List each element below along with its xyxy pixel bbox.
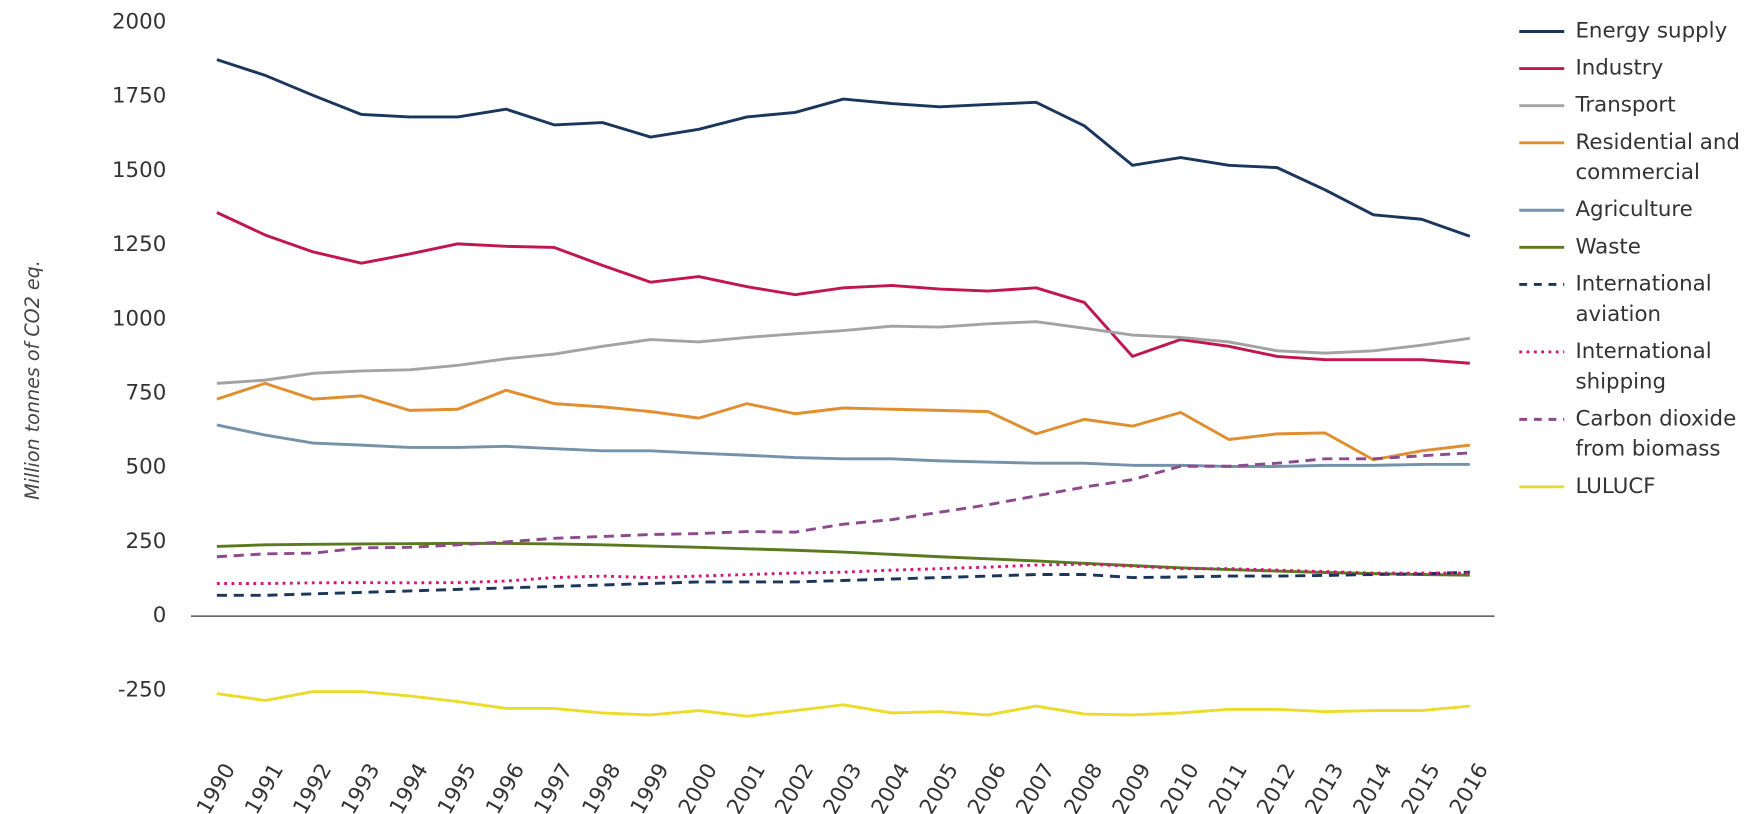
x-tick-label: 1991 (240, 759, 289, 814)
series-line (216, 562, 1470, 585)
legend-label: Waste (1575, 234, 1640, 259)
x-tick-label: 1992 (288, 759, 337, 814)
series-line (216, 570, 1470, 597)
y-tick-label: 500 (126, 455, 167, 480)
x-tick-label: 2015 (1397, 759, 1446, 814)
legend-label: Agriculture (1575, 197, 1692, 222)
y-tick-label: 1250 (112, 232, 166, 257)
y-tick-label: -250 (118, 677, 166, 702)
legend-label: Residential and commercial (1575, 130, 1739, 185)
legend-label: Energy supply (1575, 18, 1727, 43)
legend-label: International shipping (1575, 339, 1711, 394)
y-tick-label: 2000 (112, 9, 166, 34)
x-tick-label: 1999 (626, 759, 675, 814)
series-line (216, 451, 1470, 559)
x-tick-label: 1998 (578, 759, 627, 814)
x-tick-label: 1996 (481, 759, 530, 814)
legend-label: LULUCF (1575, 474, 1655, 499)
y-tick-label: 1500 (112, 158, 166, 183)
legend-label: Carbon dioxide from biomass (1575, 406, 1736, 461)
legend-label: Industry (1575, 56, 1663, 81)
y-tick-label: 1000 (112, 306, 166, 331)
x-tick-label: 2011 (1204, 759, 1253, 814)
x-tick-label: 2006 (963, 759, 1012, 814)
series-line (216, 423, 1470, 468)
x-tick-label: 2005 (915, 759, 964, 814)
x-tick-label: 2003 (819, 759, 868, 814)
x-tick-label: 1993 (337, 759, 386, 814)
legend-label: International aviation (1575, 271, 1711, 326)
x-tick-label: 1997 (529, 759, 578, 814)
series-line (216, 58, 1471, 238)
series-line (216, 381, 1471, 462)
y-tick-label: 0 (153, 603, 167, 628)
x-tick-label: 1995 (433, 759, 482, 814)
x-tick-label: 2016 (1445, 759, 1494, 814)
x-tick-label: 2009 (1108, 759, 1157, 814)
y-tick-label: 250 (126, 529, 167, 554)
x-tick-label: 2012 (1252, 759, 1301, 814)
x-tick-label: 2013 (1300, 759, 1349, 814)
legend-label: Transport (1574, 93, 1675, 118)
y-axis-label: Million tonnes of CO2 eq. (21, 260, 44, 500)
x-tick-label: 2002 (770, 759, 819, 814)
x-tick-label: 1994 (385, 759, 434, 814)
series-line (216, 320, 1471, 385)
series-line (216, 690, 1470, 718)
x-tick-label: 2004 (867, 759, 916, 814)
y-tick-label: 1750 (112, 84, 166, 109)
x-tick-label: 2000 (674, 759, 723, 814)
x-tick-label: 2007 (1011, 759, 1060, 814)
x-tick-label: 2014 (1349, 759, 1398, 814)
y-tick-label: 750 (126, 381, 167, 406)
series-line (216, 211, 1470, 365)
x-tick-label: 2001 (722, 759, 771, 814)
x-tick-label: 2008 (1059, 759, 1108, 814)
x-tick-label: 2010 (1156, 759, 1205, 814)
x-tick-label: 1990 (192, 759, 241, 814)
